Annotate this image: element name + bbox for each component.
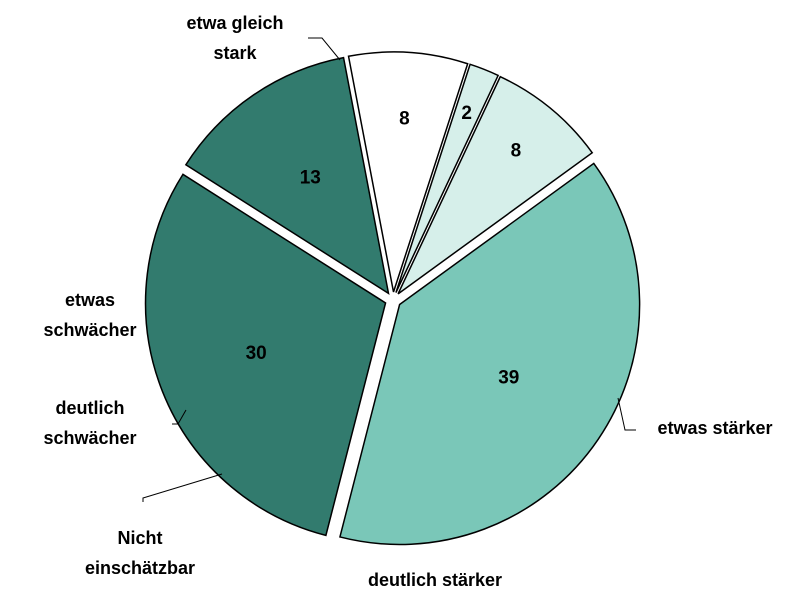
pie-slice: [397, 75, 594, 295]
pie-slice: [144, 173, 387, 537]
leader-line: [142, 473, 223, 502]
category-label: deutlich schwächer: [43, 398, 137, 448]
pie-slice: [395, 63, 500, 293]
value-label: 8: [511, 140, 522, 161]
pie-slice: [347, 51, 469, 293]
category-label: etwas stärker: [657, 418, 773, 438]
leader-line: [617, 397, 636, 431]
value-label: 30: [246, 343, 267, 364]
value-label: 2: [461, 103, 472, 124]
category-label: deutlich stärker: [367, 570, 503, 590]
category-label: etwas schwächer: [43, 290, 137, 340]
leader-line: [172, 409, 187, 425]
value-label: 13: [300, 167, 321, 188]
value-label: 8: [399, 109, 410, 130]
leader-line: [308, 37, 341, 61]
pie-slice: [339, 162, 641, 546]
category-label: Nicht einschätzbar: [84, 528, 196, 578]
category-label: etwa gleich stark: [186, 13, 284, 63]
value-label: 39: [498, 368, 519, 389]
pie-slice: [184, 56, 390, 295]
